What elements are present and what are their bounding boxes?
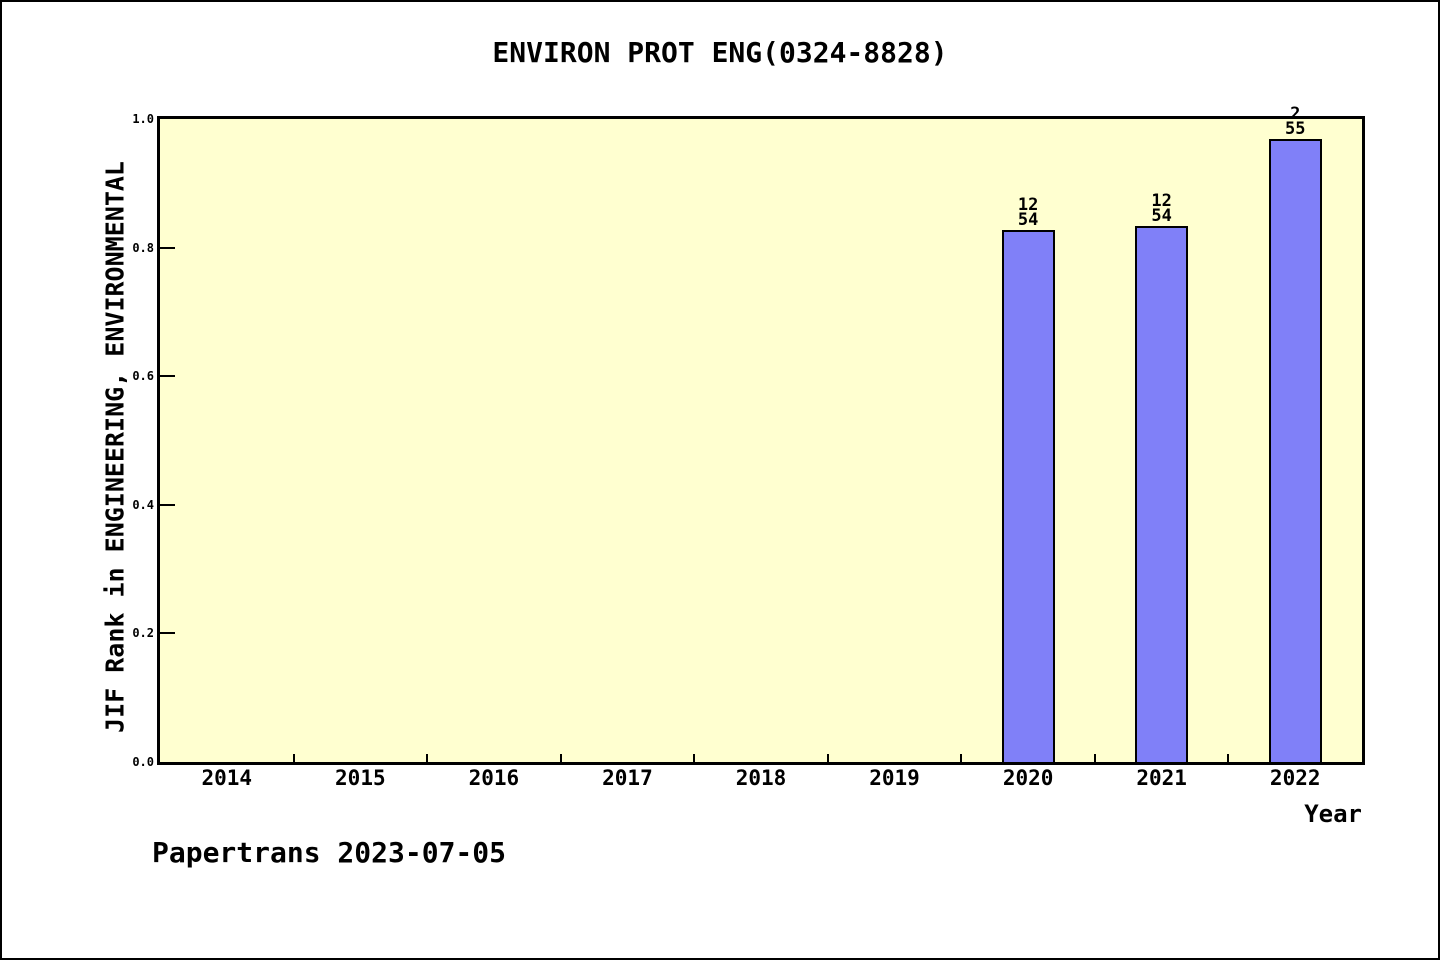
y-tick-label-0.8: 0.8 — [132, 240, 154, 255]
y-tick-label-0.0: 0.0 — [132, 755, 154, 769]
footer-text: Papertrans 2023-07-05 — [152, 836, 507, 869]
y-tick-mark-0.4 — [160, 503, 175, 506]
bar-2022 — [1268, 138, 1322, 762]
bar-2021 — [1135, 226, 1189, 762]
x-tick-mark-8 — [1227, 754, 1230, 762]
x-tick-label-2021: 2021 — [1136, 766, 1187, 790]
chart-title: ENVIRON PROT ENG(0324-8828) — [492, 36, 948, 69]
x-tick-mark-1 — [292, 754, 295, 762]
y-tick-label-0.2: 0.2 — [132, 626, 154, 641]
y-tick-label-0.6: 0.6 — [132, 369, 154, 384]
x-tick-mark-7 — [1093, 754, 1096, 762]
x-tick-label-2018: 2018 — [735, 766, 787, 790]
x-tick-label-2017: 2017 — [602, 766, 653, 790]
x-tick-label-2020: 2020 — [1002, 766, 1054, 790]
x-axis-label: Year — [1304, 800, 1362, 828]
bar-annotation-2022: 2 55 — [1284, 103, 1306, 139]
y-tick-mark-0.2 — [160, 632, 175, 635]
x-tick-label-2016: 2016 — [468, 766, 520, 790]
bar-2020 — [1001, 229, 1055, 762]
x-tick-label-2014: 2014 — [201, 766, 253, 790]
x-tick-mark-6 — [960, 754, 963, 762]
x-tick-label-2015: 2015 — [335, 766, 386, 790]
x-tick-label-2022: 2022 — [1269, 766, 1321, 790]
x-tick-mark-2 — [426, 754, 429, 762]
y-tick-label-0.4: 0.4 — [132, 497, 154, 512]
x-tick-label-2019: 2019 — [869, 766, 920, 790]
y-tick-mark-0.6 — [160, 375, 175, 378]
bar-annotation-2020: 12 54 — [1017, 194, 1039, 230]
y-tick-label-1.0: 1.0 — [132, 112, 154, 126]
bar-annotation-2021: 12 54 — [1151, 191, 1172, 227]
x-tick-mark-5 — [826, 754, 829, 762]
y-tick-mark-0.8 — [160, 246, 175, 249]
x-tick-mark-3 — [559, 754, 562, 762]
x-tick-mark-4 — [693, 754, 696, 762]
